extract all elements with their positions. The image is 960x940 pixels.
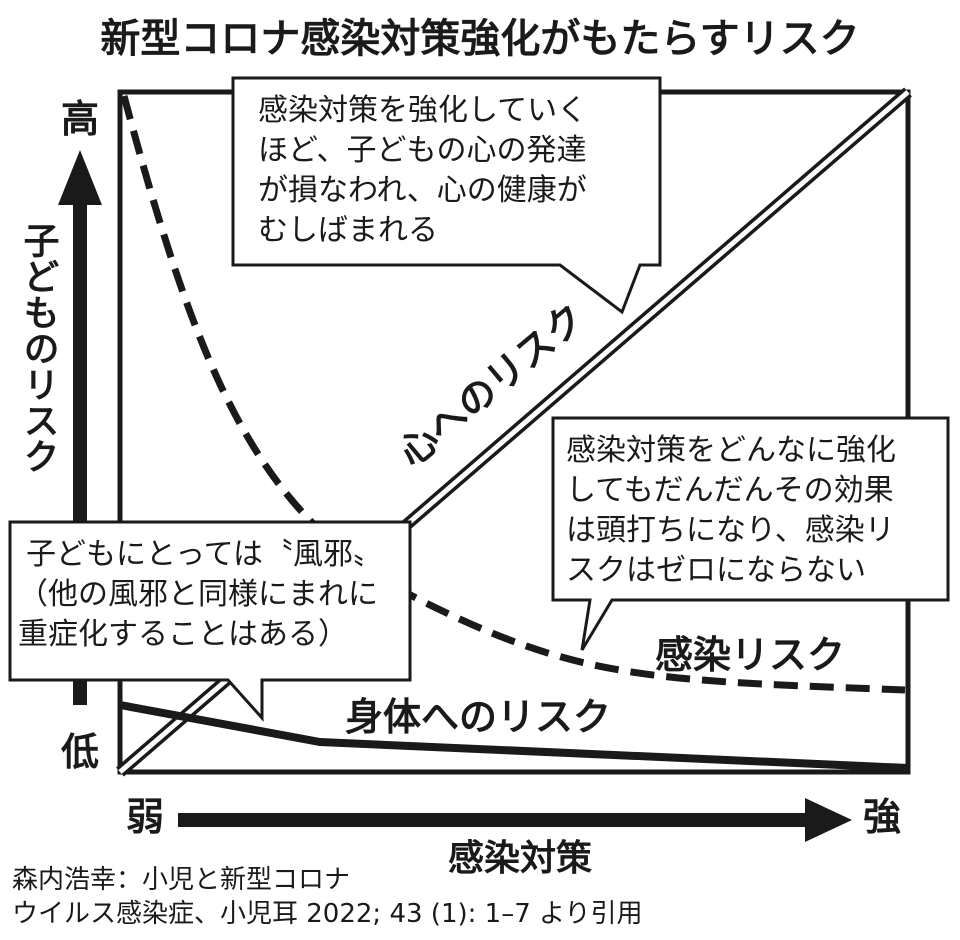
callout-line: が損なわれ、心の健康が [258,173,587,208]
y-arrowhead [58,150,102,205]
callout-text: 感染対策をどんなに強化 してもだんだんその効果 は頭打ちになり、感染リ スクはゼ… [566,433,896,588]
callout-text: 感染対策を強化していく ほど、子どもの心の発達 が損なわれ、心の健康が むしばま… [258,93,587,248]
body-curve [119,701,909,772]
callout-line: 子どもにとっては〝風邪〟 [26,537,383,572]
callout-text: 子どもにとっては〝風邪〟 （他の風邪と同様にまれに 重症化することはある） [18,537,383,652]
body-label: 身体へのリスク [345,695,611,739]
y-label: 子どものリスク [18,222,59,474]
x-high: 強 [863,795,901,839]
y-low: 低 [61,730,99,774]
callout-line: 感染対策を強化していく [258,93,587,128]
infection-label: 感染リスク [655,633,845,677]
callout-line: 感染対策をどんなに強化 [566,433,896,468]
callout-line: 重症化することはある） [18,617,348,652]
callout-line: は頭打ちになり、感染リ [566,513,895,548]
source-line: ウイルス感染症、小児耳 2022; 43 (1): 1–7 より引用 [12,899,643,929]
callout-line: スクはゼロにならない [566,553,866,588]
callout-line: （他の風邪と同様にまれに [18,577,378,612]
callout-line: ほど、子どもの心の発達 [258,133,587,168]
x-arrowhead [805,798,852,842]
callout-line: むしばまれる [258,213,438,248]
callout-box [231,76,662,315]
callout-box [551,416,950,651]
x-label: 感染対策 [448,838,592,879]
x-low: 弱 [126,795,164,839]
source-line: 森内浩幸：小児と新型コロナ [12,865,350,895]
callout-line: してもだんだんその効果 [566,473,894,508]
title: 新型コロナ感染対策強化がもたらすリスク [100,16,859,62]
callout-box [8,520,412,722]
y-high: 高 [61,97,99,141]
